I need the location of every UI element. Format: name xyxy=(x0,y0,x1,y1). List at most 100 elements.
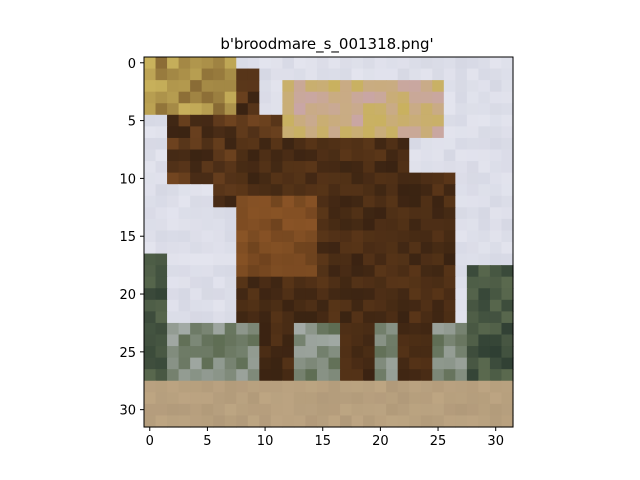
image-pixel xyxy=(489,242,503,255)
image-pixel xyxy=(409,230,422,243)
image-pixel xyxy=(374,80,387,93)
image-pixel xyxy=(363,230,376,243)
image-pixel xyxy=(201,172,214,185)
image-pixel xyxy=(282,137,295,151)
image-pixel xyxy=(374,288,387,301)
image-pixel xyxy=(247,207,260,220)
image-pixel xyxy=(409,311,422,324)
image-pixel xyxy=(478,334,491,347)
image-pixel xyxy=(432,57,445,70)
image-pixel xyxy=(432,299,445,312)
x-tick-label: 0 xyxy=(146,434,154,449)
image-pixel xyxy=(213,357,226,370)
image-pixel xyxy=(501,103,514,116)
image-pixel xyxy=(144,149,157,162)
image-pixel xyxy=(305,253,318,266)
image-pixel xyxy=(501,126,514,139)
image-pixel xyxy=(455,230,468,243)
image-pixel xyxy=(213,415,226,428)
image-pixel xyxy=(466,369,480,382)
image-pixel xyxy=(340,103,353,116)
image-pixel xyxy=(316,172,330,185)
image-pixel xyxy=(351,276,364,289)
image-pixel xyxy=(316,288,330,301)
image-pixel xyxy=(316,322,330,336)
image-pixel xyxy=(420,369,433,382)
image-pixel xyxy=(455,80,468,93)
image-pixel xyxy=(247,68,260,81)
image-pixel xyxy=(478,103,491,116)
image-pixel xyxy=(144,415,157,428)
image-pixel xyxy=(340,346,353,359)
image-pixel xyxy=(420,265,433,278)
image-pixel xyxy=(270,172,283,185)
image-pixel xyxy=(455,380,468,393)
image-pixel xyxy=(178,91,191,104)
image-pixel xyxy=(224,276,237,289)
image-pixel xyxy=(178,265,191,278)
image-pixel xyxy=(144,380,157,393)
image-pixel xyxy=(178,172,191,185)
image-pixel xyxy=(397,103,410,116)
image-pixel xyxy=(351,137,364,151)
image-pixel xyxy=(489,149,503,162)
image-pixel xyxy=(420,161,433,174)
image-pixel xyxy=(374,322,387,336)
image-pixel xyxy=(259,299,272,312)
image-pixel xyxy=(270,230,283,243)
image-pixel xyxy=(455,357,468,370)
image-pixel xyxy=(190,195,203,208)
image-pixel xyxy=(501,311,514,324)
image-pixel xyxy=(178,357,191,370)
image-pixel xyxy=(455,195,468,208)
image-pixel xyxy=(374,103,387,116)
image-pixel xyxy=(155,207,168,220)
image-pixel xyxy=(409,380,422,393)
image-pixel xyxy=(293,184,307,197)
image-pixel xyxy=(282,184,295,197)
image-pixel xyxy=(144,288,157,301)
image-pixel xyxy=(501,114,514,127)
image-pixel xyxy=(259,57,272,70)
image-pixel xyxy=(386,114,399,127)
image-pixel xyxy=(316,103,330,116)
image-pixel xyxy=(167,57,180,70)
image-pixel xyxy=(293,415,307,428)
image-pixel xyxy=(213,68,226,81)
image-pixel xyxy=(155,184,168,197)
image-pixel xyxy=(420,103,433,116)
image-pixel xyxy=(466,334,480,347)
image-pixel xyxy=(270,218,283,232)
image-pixel xyxy=(432,276,445,289)
y-tick-label: 30 xyxy=(119,404,136,419)
image-pixel xyxy=(316,195,330,208)
image-pixel xyxy=(190,253,203,266)
image-pixel xyxy=(144,161,157,174)
image-pixel xyxy=(224,80,237,93)
image-pixel xyxy=(155,91,168,104)
image-pixel xyxy=(213,392,226,405)
image-pixel xyxy=(363,392,376,405)
image-pixel xyxy=(293,195,307,208)
image-pixel xyxy=(363,403,376,417)
image-pixel xyxy=(155,126,168,139)
image-pixel xyxy=(201,126,214,139)
image-pixel xyxy=(316,311,330,324)
image-pixel xyxy=(167,80,180,93)
image-pixel xyxy=(282,346,295,359)
image-pixel xyxy=(501,57,514,70)
image-pixel xyxy=(386,68,399,81)
image-pixel xyxy=(259,346,272,359)
image-pixel xyxy=(432,126,445,139)
image-pixel xyxy=(466,392,480,405)
image-pixel xyxy=(259,265,272,278)
image-pixel xyxy=(144,322,157,336)
image-pixel xyxy=(420,276,433,289)
image-pixel xyxy=(213,299,226,312)
image-pixel xyxy=(270,126,283,139)
image-pixel xyxy=(282,172,295,185)
image-pixel xyxy=(420,230,433,243)
image-pixel xyxy=(328,230,341,243)
image-pixel xyxy=(305,57,318,70)
